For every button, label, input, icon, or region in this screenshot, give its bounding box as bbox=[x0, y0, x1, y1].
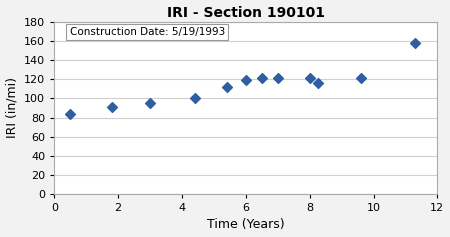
Point bbox=[258, 77, 265, 80]
Point bbox=[411, 41, 418, 45]
Point bbox=[146, 101, 153, 105]
Point bbox=[223, 85, 230, 89]
Point bbox=[357, 77, 364, 80]
Point bbox=[274, 77, 281, 80]
Y-axis label: IRI (in/mi): IRI (in/mi) bbox=[5, 77, 18, 138]
X-axis label: Time (Years): Time (Years) bbox=[207, 219, 285, 232]
Text: Construction Date: 5/19/1993: Construction Date: 5/19/1993 bbox=[70, 27, 225, 37]
Point bbox=[67, 112, 74, 116]
Point bbox=[242, 78, 249, 82]
Point bbox=[314, 81, 321, 85]
Point bbox=[191, 96, 198, 100]
Point bbox=[108, 105, 115, 109]
Title: IRI - Section 190101: IRI - Section 190101 bbox=[167, 5, 325, 20]
Point bbox=[306, 77, 313, 80]
